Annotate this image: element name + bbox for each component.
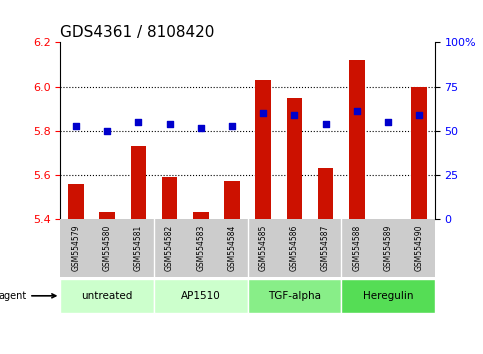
Text: Heregulin: Heregulin [363,291,413,301]
Point [166,121,173,127]
Text: GSM554588: GSM554588 [352,224,361,271]
Text: GSM554587: GSM554587 [321,224,330,271]
Point [353,108,361,114]
Point [415,113,423,118]
Legend: transformed count, percentile rank within the sample: transformed count, percentile rank withi… [61,284,238,314]
Text: GDS4361 / 8108420: GDS4361 / 8108420 [60,25,215,40]
Text: GSM554582: GSM554582 [165,224,174,271]
Text: GSM554589: GSM554589 [384,224,392,271]
Bar [99,212,115,219]
Point [103,128,111,133]
Bar [286,98,302,219]
Text: GSM554580: GSM554580 [103,224,112,271]
Bar [318,168,333,219]
Bar [256,80,271,219]
Text: AP1510: AP1510 [181,291,221,301]
Text: TGF-alpha: TGF-alpha [268,291,321,301]
Bar [349,60,365,219]
Text: GSM554584: GSM554584 [227,224,237,271]
Text: GSM554583: GSM554583 [196,224,205,271]
Point [197,126,205,131]
Point [259,110,267,116]
Text: GSM554590: GSM554590 [414,224,424,271]
Point [322,121,329,127]
Point [228,124,236,129]
Point [384,119,392,125]
FancyBboxPatch shape [341,279,435,313]
Bar [224,181,240,219]
FancyBboxPatch shape [60,219,435,276]
Text: agent: agent [0,291,56,301]
Bar [130,146,146,219]
Text: untreated: untreated [82,291,133,301]
Bar [412,87,427,219]
Point [134,119,142,125]
FancyBboxPatch shape [154,279,247,313]
Text: GSM554585: GSM554585 [258,224,268,271]
Bar [193,212,209,219]
FancyBboxPatch shape [60,279,154,313]
Text: GSM554579: GSM554579 [71,224,81,271]
Point [290,113,298,118]
Text: GSM554581: GSM554581 [134,224,143,271]
Bar [162,177,177,219]
Text: GSM554586: GSM554586 [290,224,299,271]
FancyBboxPatch shape [247,279,341,313]
Bar [68,184,84,219]
Point [72,124,80,129]
